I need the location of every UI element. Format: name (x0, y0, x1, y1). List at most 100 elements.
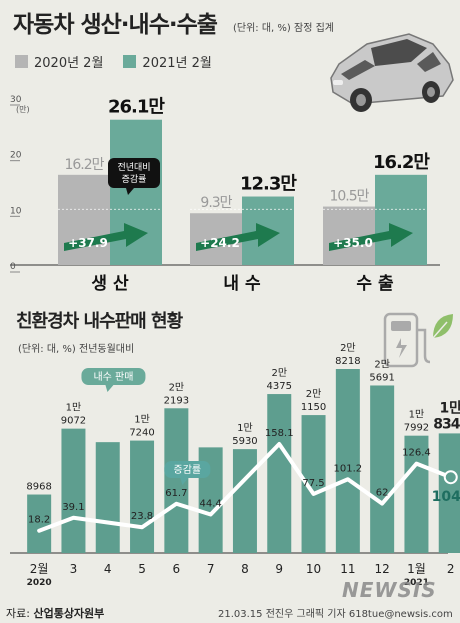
eco-title: 친환경차 내수판매 현황 (16, 311, 183, 332)
bar-2021 (375, 174, 427, 265)
eco-bar (370, 385, 395, 553)
eco-category-label: 2월 (30, 562, 49, 576)
y-tick-label: 0 (10, 262, 16, 272)
eco-category-label: 2 (447, 562, 455, 576)
charging-station-icon (383, 312, 453, 368)
eco-category-label: 1월 (407, 562, 426, 576)
eco-category-label: 11 (340, 562, 355, 576)
eco-bar (404, 435, 429, 553)
eco-bar (438, 433, 460, 553)
eco-bar (27, 494, 52, 553)
arrow-shape (64, 223, 148, 251)
eco-category-label: 5 (138, 562, 146, 576)
bar-callout (81, 368, 146, 385)
value-label-2020: 10.5만 (329, 189, 369, 205)
eco-category-label: 4 (104, 562, 112, 576)
growth-label: 77.5 (302, 478, 324, 489)
source-text: 산업통상자원부 (33, 607, 105, 620)
value-label-2021: 26.1만 (108, 97, 165, 118)
value-label-2021: 12.3만 (240, 174, 297, 195)
legend-label-2021: 2021년 2월 (142, 56, 212, 71)
arrow-shape (329, 223, 413, 251)
eco-value-bottom: 4375 (267, 381, 292, 392)
growth-label: 23.8 (131, 511, 153, 522)
growth-label: 101.2 (334, 463, 363, 474)
category-label: 수 출 (356, 274, 394, 294)
y-tick-label: 30 (10, 95, 22, 105)
y-tick-label: 10 (10, 206, 22, 216)
eco-bar (61, 428, 86, 553)
eco-year-label: 2021 (404, 578, 429, 588)
eco-category-label: 3 (70, 562, 78, 576)
bar-2021 (110, 119, 162, 266)
legend-swatch-2021 (123, 55, 137, 68)
unit-note: (단위: 대, %) 잠정 집계 (233, 23, 334, 34)
legend: 2020년 2월 2021년 2월 (15, 52, 212, 71)
growth-label: 44.4 (200, 498, 222, 509)
legend-label-2020: 2020년 2월 (34, 56, 104, 71)
bar-callout-pointer (105, 385, 114, 392)
eco-bar (232, 449, 257, 553)
eco-value-bottom: 8218 (335, 356, 360, 367)
eco-value-top: 1만 (66, 402, 82, 414)
growth-label: 61.7 (165, 488, 187, 499)
change-arrow: +24.2 (196, 223, 280, 251)
production-chart: 30 20 10 0 (만) 16.2만 26.1만 +37.9 생 산 9.3만 12.3만 +2… (10, 95, 440, 294)
category-label: 생 산 (91, 274, 129, 294)
growth-label: 104.5% (432, 489, 460, 505)
value-label-2021: 16.2만 (373, 152, 430, 173)
eco-value-top: 1만 (134, 414, 150, 426)
growth-label: 62 (376, 488, 389, 499)
eco-value-top: 2만 (374, 358, 390, 370)
bar-callout-label: 내수 판매 (93, 371, 133, 383)
change-badge-line1: 전년대비 (117, 162, 150, 173)
page-title: 자동차 생산·내수·수출 (13, 12, 218, 38)
eco-bar (95, 442, 120, 553)
legend-swatch-2020 (15, 55, 28, 68)
newsis-watermark: NEWSIS (342, 578, 437, 602)
line-callout-pointer (180, 478, 189, 485)
arrow-shape (196, 223, 280, 251)
eco-value-bottom: 7992 (404, 423, 429, 434)
eco-value-bottom: 1150 (301, 402, 326, 413)
eco-value-top: 2만 (169, 381, 185, 393)
eco-value-top: 2만 (271, 367, 287, 379)
growth-label: 18.2 (28, 515, 50, 526)
car-icon (330, 33, 454, 112)
growth-point-last (443, 470, 458, 485)
growth-line (37, 442, 453, 533)
y-tick-label: 20 (10, 151, 22, 161)
eco-category-label: 9 (275, 562, 283, 576)
value-label-2020: 9.3만 (200, 195, 232, 211)
y-unit-label: (만) (16, 105, 30, 114)
eco-value-bottom: 8342 (433, 416, 460, 432)
source-line: 자료: 산업통상자원부 (6, 607, 105, 620)
growth-label: 39.1 (62, 502, 84, 513)
credit-line: 21.03.15 전진우 그래픽 기자 618tue@newsis.com (218, 609, 453, 620)
eco-bar (130, 440, 155, 553)
eco-value-bottom: 2193 (164, 395, 189, 406)
eco-value-top: 2만 (340, 342, 356, 354)
eco-category-label: 6 (173, 562, 181, 576)
eco-value-top: 1만 (439, 400, 460, 416)
eco-category-label: 10 (306, 562, 321, 576)
eco-value-bottom: 9072 (61, 416, 86, 427)
eco-value-bottom: 5691 (369, 372, 394, 383)
eco-category-label: 8 (241, 562, 249, 576)
line-callout-label: 증감률 (174, 464, 202, 476)
growth-label: 158.1 (265, 428, 294, 439)
eco-unit-note: (단위: 대, %) 전년동월대비 (18, 344, 135, 355)
value-label-2020: 16.2만 (64, 157, 104, 173)
eco-bar (267, 394, 292, 553)
change-badge-line2: 증감률 (122, 173, 147, 185)
change-badge-pointer (126, 188, 134, 195)
change-badge (108, 158, 160, 188)
change-pct-label: +24.2 (200, 236, 240, 250)
eco-value-top: 1만 (409, 409, 425, 421)
change-pct-label: +35.0 (333, 236, 373, 250)
eco-year-label: 2020 (27, 578, 52, 588)
eco-category-label: 12 (375, 562, 390, 576)
change-arrow: +37.9 (64, 223, 148, 251)
